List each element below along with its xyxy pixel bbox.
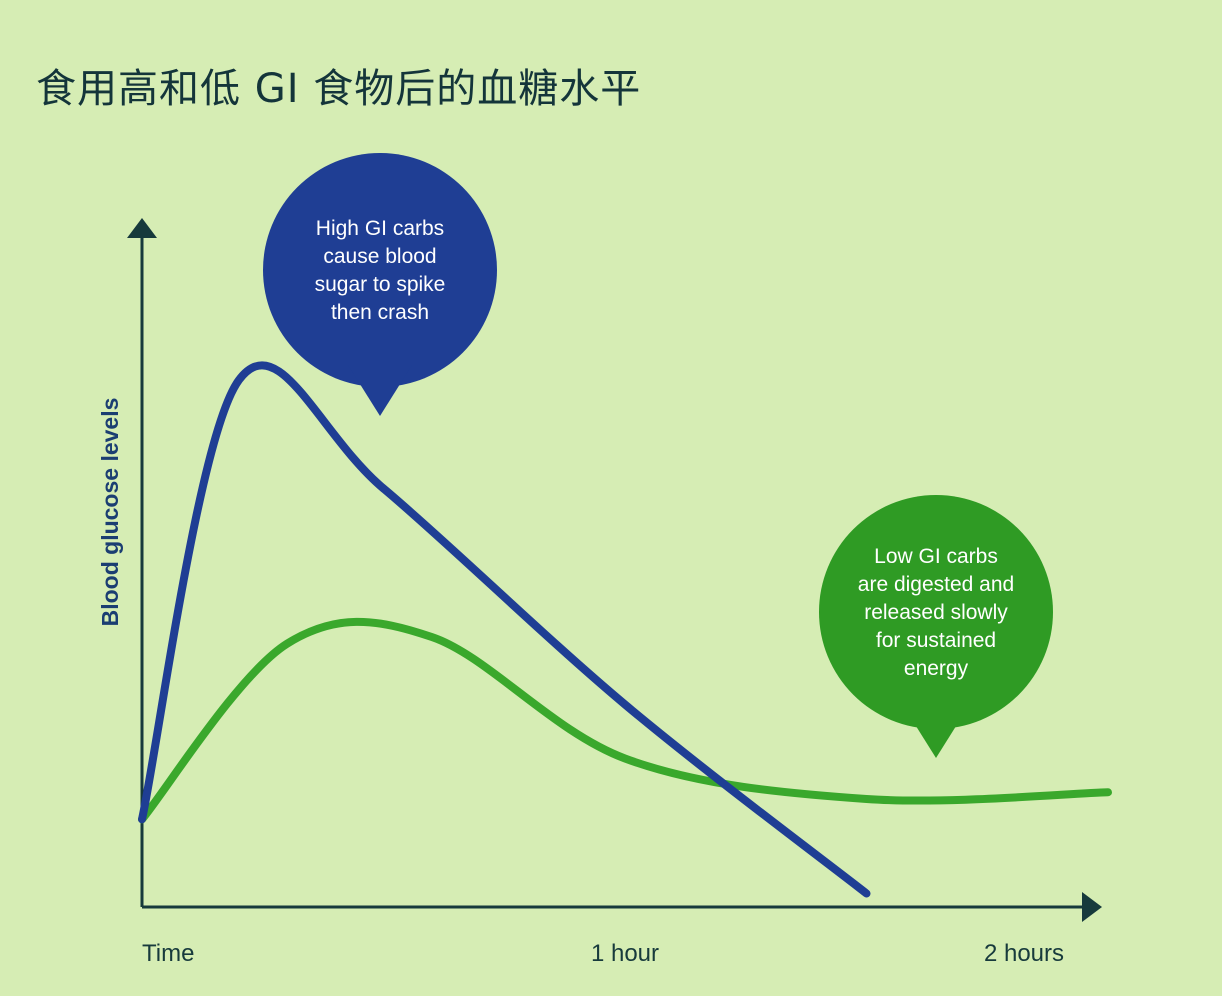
bubble-text-line: then crash: [331, 301, 429, 324]
x-tick-label: 1 hour: [591, 940, 659, 967]
x-tick-label: 2 hours: [984, 940, 1064, 967]
bubble-text-line: High GI carbs: [316, 217, 444, 240]
bubble-text-line: sugar to spike: [315, 273, 446, 296]
high-gi-annotation-bubble: High GI carbs cause blood sugar to spike th…: [263, 153, 497, 416]
bubble-circle: [819, 495, 1053, 729]
x-tick-labels: Time 1 hour 2 hours: [142, 940, 1064, 967]
chart-title: 食用高和低 GI 食物后的血糖水平: [36, 66, 642, 112]
bubble-text-line: released slowly: [864, 601, 1008, 624]
high-gi-series-line: [138, 361, 871, 898]
low-gi-annotation-bubble: Low GI carbs are digested and released slo…: [819, 495, 1053, 758]
bubble-text-line: energy: [904, 657, 969, 680]
bubble-pointer: [904, 707, 968, 758]
x-tick-label: Time: [142, 940, 194, 967]
y-axis-label: Blood glucose levels: [97, 398, 123, 627]
bubble-circle: [263, 153, 497, 387]
bubble-text-line: Low GI carbs: [874, 545, 998, 568]
bubble-text-line: are digested and: [858, 573, 1014, 596]
annotation-bubbles: High GI carbs cause blood sugar to spike th…: [263, 153, 1053, 758]
x-axis-arrow: [1082, 892, 1102, 922]
y-axis-arrow: [127, 218, 157, 238]
bubble-pointer: [348, 365, 412, 416]
axes: [127, 218, 1102, 922]
bubble-text-line: for sustained: [876, 629, 996, 652]
series-lines: [138, 361, 1112, 898]
low-gi-series-line: [138, 617, 1112, 824]
bubble-text-line: cause blood: [323, 245, 436, 268]
